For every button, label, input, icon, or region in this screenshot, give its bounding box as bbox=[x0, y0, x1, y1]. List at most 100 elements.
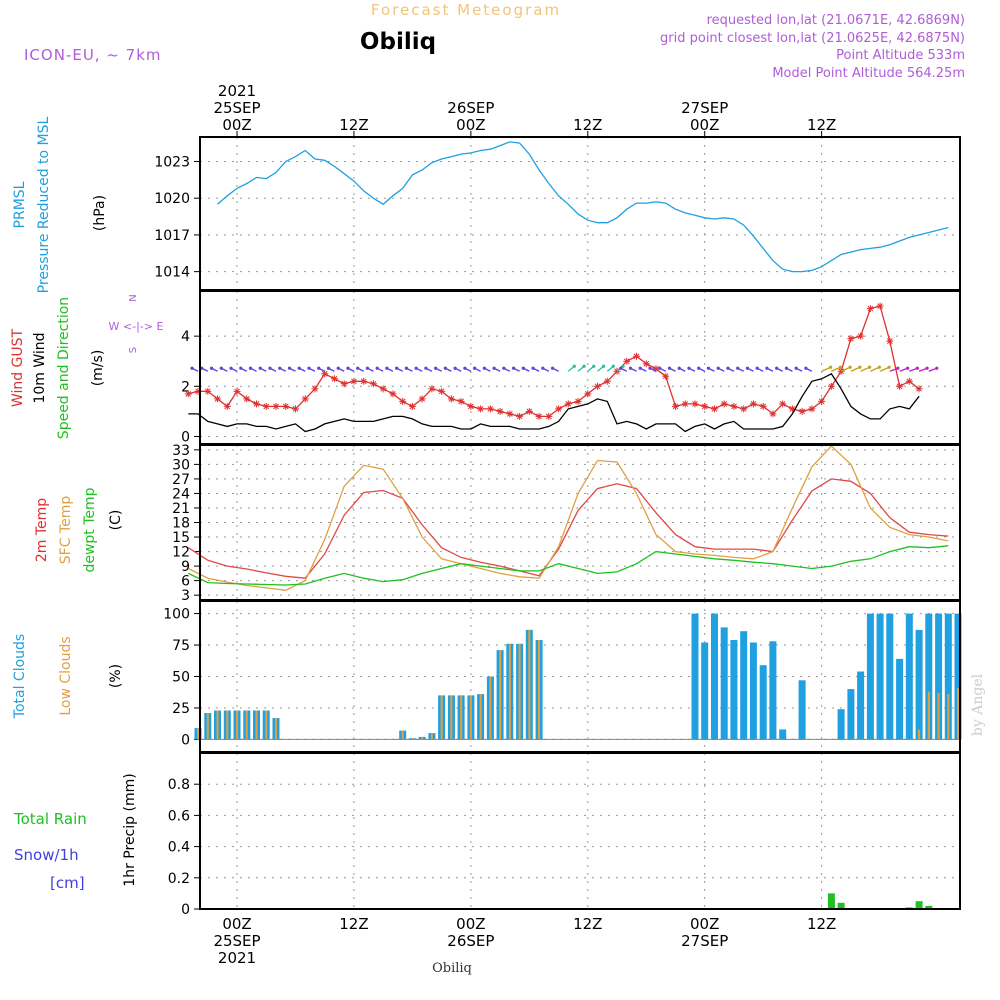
bar-total-clouds bbox=[730, 640, 738, 740]
wind-arrow bbox=[463, 366, 472, 372]
y-tick-label: 9 bbox=[181, 559, 190, 575]
bottom-time-label: 12Z bbox=[807, 915, 836, 933]
wind-arrow bbox=[414, 366, 423, 372]
bar-low-clouds bbox=[469, 695, 472, 740]
wind-arrow bbox=[473, 366, 481, 372]
bar-total-clouds bbox=[896, 658, 904, 740]
top-time-label: 12Z bbox=[573, 116, 602, 134]
bar-low-clouds bbox=[401, 730, 404, 740]
top-time-label: 26SEP bbox=[447, 99, 494, 117]
clouds-unit: (%) bbox=[108, 664, 124, 688]
gust-marker bbox=[418, 395, 426, 403]
wind10-label: 10m Wind bbox=[32, 332, 48, 403]
gust-marker bbox=[253, 400, 261, 408]
wind-arrow bbox=[775, 366, 783, 372]
series-dewpt-temp bbox=[188, 545, 949, 586]
wind-arrow bbox=[395, 366, 403, 372]
gust-marker bbox=[399, 397, 407, 405]
gust-marker bbox=[633, 352, 641, 360]
panel-wind: 0 2 4 bbox=[181, 290, 961, 445]
bar-total-clouds bbox=[740, 631, 748, 740]
gust-marker bbox=[642, 360, 650, 368]
gust-marker bbox=[886, 337, 894, 345]
pressure-label: Pressure Reduced to MSL bbox=[36, 116, 52, 293]
bar-low-clouds bbox=[957, 687, 960, 740]
y-tick-label: 0.6 bbox=[168, 808, 190, 824]
wind-arrow bbox=[687, 366, 696, 372]
wind-arrow bbox=[550, 366, 559, 372]
wind-arrow bbox=[336, 366, 345, 372]
gust-marker bbox=[360, 377, 368, 385]
series-10m-wind bbox=[188, 372, 920, 433]
wind-arrow bbox=[219, 366, 228, 372]
wind-arrow bbox=[860, 365, 872, 372]
wind-arrow bbox=[597, 364, 606, 372]
gust-marker bbox=[857, 332, 865, 340]
gust-marker bbox=[564, 400, 572, 408]
wind-arrow bbox=[531, 366, 540, 372]
prmsl-label: PRMSL bbox=[12, 181, 28, 228]
y-tick-label: 75 bbox=[172, 638, 190, 654]
bar-total-clouds bbox=[701, 642, 709, 740]
wind-arrow bbox=[879, 365, 891, 372]
bar-total-clouds bbox=[749, 642, 757, 740]
bar-low-clouds bbox=[236, 710, 239, 740]
gust-marker bbox=[866, 305, 874, 313]
gust-marker bbox=[720, 400, 728, 408]
grid-point: grid point closest lon,lat (21.0625E, 42… bbox=[660, 31, 965, 46]
gust-marker bbox=[525, 407, 533, 415]
wind-arrow bbox=[326, 366, 335, 372]
gust-marker bbox=[691, 400, 699, 408]
wind-arrow bbox=[667, 366, 676, 372]
bottom-time-label: 00Z bbox=[690, 915, 719, 933]
y-tick-label: 1023 bbox=[154, 154, 190, 170]
wind-arrow bbox=[928, 366, 939, 372]
gust-marker bbox=[759, 402, 767, 410]
top-time-label: 00Z bbox=[222, 116, 251, 134]
wind-arrow bbox=[697, 366, 706, 372]
snow-label: Snow/1h bbox=[14, 846, 79, 864]
wind-unit: (m/s) bbox=[90, 350, 106, 387]
gust-marker bbox=[710, 405, 718, 413]
series-2m-temp bbox=[187, 478, 949, 579]
sfc-temp-label: SFC Temp bbox=[58, 496, 74, 565]
compass-n: N bbox=[128, 294, 139, 301]
wind-arrow bbox=[346, 366, 355, 372]
watermark: by Angel bbox=[970, 673, 986, 736]
wind-arrow bbox=[755, 366, 764, 372]
bar-total-clouds bbox=[798, 680, 806, 740]
bar-low-clouds bbox=[430, 733, 433, 740]
gust-marker bbox=[282, 402, 290, 410]
gust-marker bbox=[350, 377, 358, 385]
gust-marker bbox=[740, 405, 748, 413]
wind-arrow bbox=[831, 365, 842, 372]
wind-arrow bbox=[317, 366, 326, 372]
gust-marker bbox=[701, 402, 709, 410]
bar-total-clouds bbox=[915, 629, 923, 740]
model-name: ICON-EU, ~ 7km bbox=[24, 46, 162, 64]
bar-low-clouds bbox=[421, 736, 424, 740]
wind-arrow bbox=[268, 366, 277, 372]
bar-total-clouds bbox=[886, 613, 894, 740]
dewpt-label: dewpt Temp bbox=[82, 487, 98, 572]
bar-total-clouds bbox=[711, 613, 718, 740]
gust-marker bbox=[545, 412, 553, 420]
gust-marker bbox=[204, 387, 212, 395]
panel-precipitation: 0 0.2 0.4 0.6 0.8 bbox=[168, 752, 961, 918]
wind-arrow bbox=[209, 366, 218, 372]
gust-marker bbox=[301, 395, 309, 403]
series-wind-gust bbox=[188, 305, 920, 418]
model-altitude: Model Point Altitude 564.25m bbox=[772, 66, 965, 81]
gust-marker bbox=[818, 397, 826, 405]
top-time-label: 27SEP bbox=[681, 99, 728, 117]
gust-marker bbox=[574, 397, 582, 405]
bar-total-clouds bbox=[759, 665, 767, 740]
wind-arrow bbox=[258, 366, 267, 372]
wind-arrow bbox=[278, 366, 287, 372]
bottom-time-label: 2021 bbox=[218, 949, 256, 967]
panels: 1014101710201023024369121518212427303302… bbox=[154, 136, 962, 918]
bar-low-clouds bbox=[206, 713, 209, 740]
gust-marker bbox=[749, 400, 757, 408]
y-tick-label: 1020 bbox=[154, 191, 190, 207]
bar-total-rain bbox=[827, 893, 835, 909]
